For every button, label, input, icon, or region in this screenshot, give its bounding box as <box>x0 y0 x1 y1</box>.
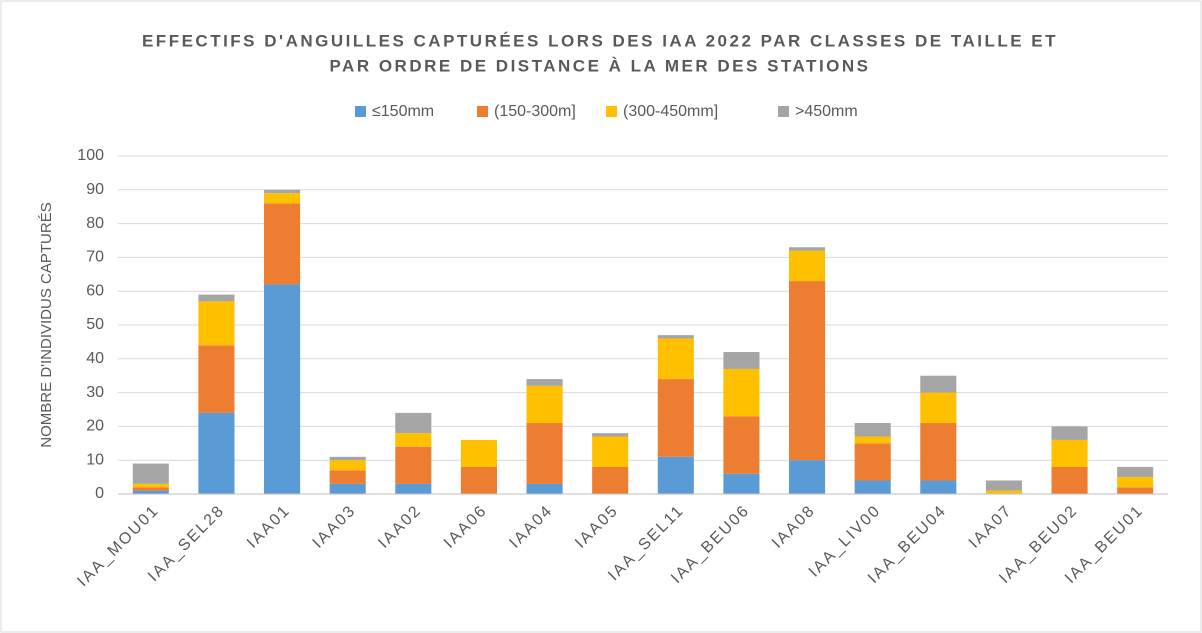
bar-segment <box>789 250 826 282</box>
y-tick-label: 40 <box>86 350 104 367</box>
bar-segment <box>985 490 1022 494</box>
bar-segment <box>460 466 497 494</box>
legend-label: >450mm <box>795 103 858 120</box>
chart-title: EFFECTIFS D'ANGUILLES CAPTURÉES LORS DES… <box>142 31 1058 50</box>
bar-segment <box>657 379 694 457</box>
y-tick-label: 80 <box>86 215 104 232</box>
bar-segment <box>526 483 563 494</box>
y-tick-label: 0 <box>95 485 104 502</box>
bar-segment <box>460 439 497 467</box>
bar-segment <box>920 375 957 393</box>
bar-segment <box>132 463 169 484</box>
bar-segment <box>657 338 694 380</box>
bar-segment <box>920 480 957 494</box>
bar-segment <box>329 460 366 471</box>
y-tick-label: 50 <box>86 316 104 333</box>
bar-segment <box>723 473 760 494</box>
bar-segment <box>657 335 694 339</box>
bar-segment <box>264 284 301 494</box>
bar-segment <box>264 203 301 285</box>
bar-segment <box>789 247 826 251</box>
bar-segment <box>1117 487 1154 494</box>
bar-segment <box>198 294 235 302</box>
bar-segment <box>789 460 826 494</box>
bar-segment <box>264 189 301 194</box>
bar-segment <box>985 480 1022 491</box>
bar-segment <box>329 483 366 494</box>
bar-segment <box>1051 439 1088 467</box>
bar-segment <box>723 416 760 474</box>
bar-segment <box>264 193 301 204</box>
bar-segment <box>329 456 366 461</box>
bar-segment <box>657 456 694 494</box>
legend-swatch <box>778 106 789 117</box>
bar-segment <box>395 483 432 494</box>
y-tick-label: 60 <box>86 282 104 299</box>
bar-segment <box>592 436 629 467</box>
bar-segment <box>526 423 563 484</box>
bar-segment <box>854 443 891 481</box>
legend-label: (150-300m] <box>494 103 576 120</box>
y-axis-label: NOMBRE D'INDIVIDUS CAPTURÉS <box>38 202 55 447</box>
bar-segment <box>592 433 629 437</box>
bar-segment <box>526 379 563 386</box>
bar-segment <box>920 423 957 481</box>
bar-segment <box>920 392 957 424</box>
bar-segment <box>1117 477 1154 488</box>
bar-segment <box>132 487 169 491</box>
bar-segment <box>592 466 629 494</box>
legend-label: (300-450mm] <box>623 103 718 120</box>
bar-segment <box>198 301 235 346</box>
chart-title: PAR ORDRE DE DISTANCE À LA MER DES STATI… <box>329 56 870 75</box>
bar-segment <box>329 470 366 484</box>
bar-segment <box>132 490 169 494</box>
y-tick-label: 70 <box>86 249 104 266</box>
bar-segment <box>395 446 432 484</box>
bar-segment <box>1117 466 1154 478</box>
y-tick-label: 100 <box>77 147 104 164</box>
bar-segment <box>1051 426 1088 440</box>
legend-swatch <box>355 106 366 117</box>
legend-swatch <box>606 106 617 117</box>
bar-segment <box>723 368 760 417</box>
bar-segment <box>1051 466 1088 494</box>
bar-segment <box>526 385 563 424</box>
y-tick-label: 10 <box>86 451 104 468</box>
y-tick-label: 30 <box>86 384 104 401</box>
bar-segment <box>854 480 891 494</box>
legend-swatch <box>477 106 488 117</box>
bar-segment <box>198 412 235 494</box>
legend-label: ≤150mm <box>372 103 434 120</box>
y-tick-label: 90 <box>86 181 104 198</box>
y-tick-label: 20 <box>86 418 104 435</box>
bar-segment <box>854 423 891 437</box>
bar-segment <box>723 352 760 369</box>
bar-segment <box>198 345 235 413</box>
bar-segment <box>395 433 432 447</box>
bar-segment <box>132 483 169 488</box>
bar-segment <box>789 281 826 461</box>
bar-segment <box>395 412 432 434</box>
bar-segment <box>854 436 891 444</box>
